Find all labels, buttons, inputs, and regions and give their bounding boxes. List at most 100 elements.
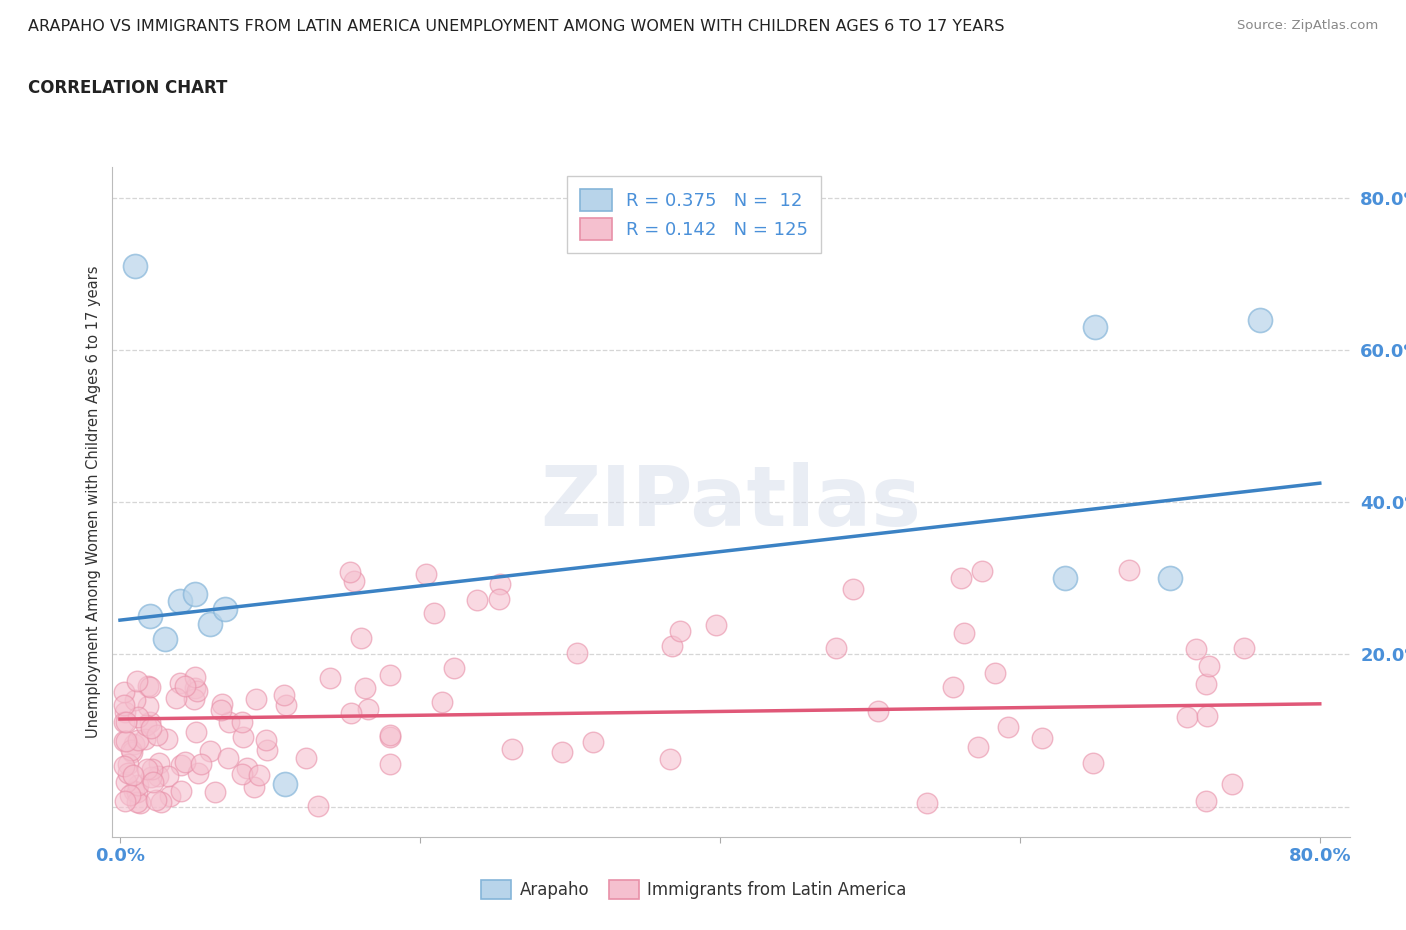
Point — [149, 794, 172, 809]
Point — [114, 698, 136, 712]
Point — [488, 591, 510, 606]
Point — [236, 761, 259, 776]
Point — [117, 757, 139, 772]
Point — [1185, 642, 1208, 657]
Point — [997, 720, 1019, 735]
Point — [915, 795, 938, 810]
Point — [121, 767, 143, 782]
Point — [217, 751, 239, 765]
Point — [825, 641, 848, 656]
Point — [139, 769, 162, 784]
Point — [274, 777, 297, 791]
Point — [114, 793, 136, 808]
Point — [970, 564, 993, 578]
Point — [128, 796, 150, 811]
Point — [138, 698, 160, 713]
Point — [136, 762, 159, 777]
Point — [211, 697, 233, 711]
Point — [984, 666, 1007, 681]
Point — [354, 680, 377, 695]
Text: ARAPAHO VS IMMIGRANTS FROM LATIN AMERICA UNEMPLOYMENT AMONG WOMEN WITH CHILDREN : ARAPAHO VS IMMIGRANTS FROM LATIN AMERICA… — [28, 19, 1005, 33]
Point — [1195, 677, 1218, 692]
Point — [489, 577, 512, 591]
Point — [423, 605, 446, 620]
Point — [139, 714, 162, 729]
Point — [159, 789, 181, 804]
Point — [125, 785, 148, 800]
Point — [145, 792, 167, 807]
Point — [274, 698, 297, 712]
Point — [245, 692, 267, 707]
Point — [704, 618, 727, 632]
Point — [142, 775, 165, 790]
Point — [114, 759, 136, 774]
Point — [124, 259, 146, 273]
Point — [122, 783, 145, 798]
Point — [156, 769, 179, 784]
Point — [165, 690, 187, 705]
Point — [343, 573, 366, 588]
Point — [340, 706, 363, 721]
Point — [1083, 756, 1105, 771]
Point — [198, 617, 221, 631]
Point — [432, 695, 454, 710]
Point — [134, 731, 156, 746]
Point — [1197, 709, 1219, 724]
Point — [661, 639, 683, 654]
Point — [214, 602, 236, 617]
Point — [174, 754, 197, 769]
Point — [127, 777, 149, 792]
Point — [465, 592, 488, 607]
Legend: Arapaho, Immigrants from Latin America: Arapaho, Immigrants from Latin America — [474, 873, 914, 906]
Point — [209, 702, 232, 717]
Point — [114, 704, 136, 719]
Point — [139, 680, 162, 695]
Point — [339, 565, 361, 579]
Point — [115, 734, 138, 749]
Point — [378, 668, 401, 683]
Point — [294, 751, 316, 765]
Point — [1159, 571, 1181, 586]
Point — [114, 775, 136, 790]
Point — [273, 688, 295, 703]
Point — [153, 631, 176, 646]
Point — [120, 742, 142, 757]
Point — [953, 626, 976, 641]
Point — [125, 673, 148, 688]
Point — [1195, 793, 1218, 808]
Point — [501, 741, 523, 756]
Point — [122, 737, 145, 751]
Point — [247, 767, 270, 782]
Point — [967, 739, 990, 754]
Point — [581, 735, 603, 750]
Point — [1175, 710, 1198, 724]
Point — [120, 787, 142, 802]
Point — [842, 582, 865, 597]
Point — [169, 593, 191, 608]
Point — [121, 745, 143, 760]
Text: Source: ZipAtlas.com: Source: ZipAtlas.com — [1237, 19, 1378, 32]
Point — [114, 715, 136, 730]
Point — [190, 756, 212, 771]
Point — [378, 756, 401, 771]
Point — [1222, 777, 1244, 791]
Point — [1118, 563, 1140, 578]
Point — [117, 765, 139, 780]
Point — [378, 727, 401, 742]
Point — [146, 769, 169, 784]
Point — [242, 780, 264, 795]
Point — [125, 795, 148, 810]
Point — [114, 684, 136, 699]
Point — [950, 570, 973, 585]
Point — [415, 567, 437, 582]
Point — [659, 751, 682, 766]
Point — [307, 798, 329, 813]
Point — [866, 703, 889, 718]
Point — [139, 609, 162, 624]
Point — [319, 671, 342, 685]
Point — [156, 731, 179, 746]
Point — [254, 732, 277, 747]
Point — [138, 678, 160, 693]
Point — [145, 728, 167, 743]
Point — [1031, 731, 1053, 746]
